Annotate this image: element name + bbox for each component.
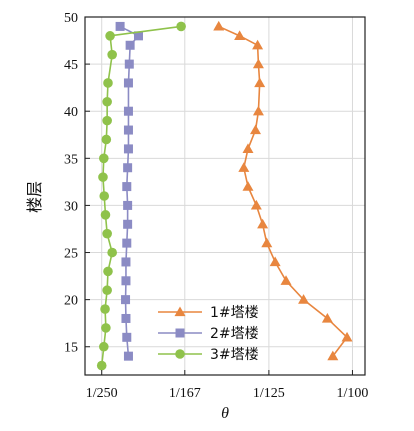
series-1 xyxy=(213,20,353,361)
data-point-3 xyxy=(99,191,110,201)
series-2 xyxy=(115,21,143,361)
data-point-1 xyxy=(261,237,273,248)
data-point-1 xyxy=(213,20,225,31)
data-point-2 xyxy=(121,313,131,323)
data-point-3 xyxy=(102,228,112,239)
data-point-2 xyxy=(123,125,133,135)
data-point-3 xyxy=(102,96,112,107)
y-tick-label: 20 xyxy=(64,294,78,309)
legend-label: 3#塔楼 xyxy=(210,347,259,363)
data-point-1 xyxy=(269,256,281,267)
legend-label: 1#塔楼 xyxy=(210,305,259,321)
data-point-2 xyxy=(122,182,132,192)
data-point-2 xyxy=(115,21,125,31)
data-point-1 xyxy=(250,199,262,210)
y-tick-label: 30 xyxy=(64,199,78,214)
data-point-3 xyxy=(100,210,111,220)
data-point-1 xyxy=(238,162,250,172)
legend: 1#塔楼 2#塔楼 3#塔楼 xyxy=(158,305,259,363)
data-point-1 xyxy=(327,350,339,361)
x-tick-label: 1/100 xyxy=(337,386,369,401)
data-point-3 xyxy=(101,323,111,333)
data-point-2 xyxy=(121,295,131,305)
data-point-2 xyxy=(123,106,133,116)
data-point-3 xyxy=(107,247,117,258)
data-point-3 xyxy=(99,341,109,352)
series-layer xyxy=(96,20,353,371)
legend-label: 2#塔楼 xyxy=(210,326,259,342)
y-tick-label: 15 xyxy=(64,341,78,356)
data-point-3 xyxy=(176,21,186,32)
data-point-1 xyxy=(242,143,254,154)
x-tick-label: 1/125 xyxy=(253,386,285,401)
x-tick-label: 1/250 xyxy=(86,386,118,401)
data-point-3 xyxy=(103,78,113,88)
data-point-3 xyxy=(100,304,110,314)
data-point-2 xyxy=(133,31,143,41)
data-point-2 xyxy=(122,332,132,342)
data-point-1 xyxy=(234,30,246,40)
axes-layer: 1/250 1/167 1/125 1/100 15 20 25 30 35 40 45 50 xyxy=(64,11,368,401)
data-point-1 xyxy=(257,218,269,229)
y-tick-label: 45 xyxy=(64,58,78,73)
data-point-3 xyxy=(102,285,112,296)
legend-marker xyxy=(174,306,186,317)
legend-entry-2: 2#塔楼 xyxy=(158,326,259,342)
data-point-3 xyxy=(107,49,117,60)
data-point-2 xyxy=(123,219,133,229)
series-line-2 xyxy=(119,25,140,357)
y-axis-title: 楼层 xyxy=(26,181,44,213)
data-point-3 xyxy=(98,172,108,182)
data-point-2 xyxy=(123,78,133,88)
data-point-2 xyxy=(122,238,132,248)
series-line-3 xyxy=(100,25,182,366)
y-tick-label: 40 xyxy=(64,105,78,120)
data-point-2 xyxy=(121,257,131,267)
x-tick-label: 1/167 xyxy=(169,386,201,401)
data-point-3 xyxy=(105,31,115,41)
data-point-2 xyxy=(123,351,133,361)
data-point-1 xyxy=(252,58,264,69)
y-tick-label: 25 xyxy=(64,247,78,262)
legend-entry-3: 3#塔楼 xyxy=(158,347,259,363)
data-point-1 xyxy=(341,331,353,342)
data-point-3 xyxy=(96,360,107,371)
data-point-1 xyxy=(250,124,262,135)
data-point-2 xyxy=(121,276,131,286)
data-point-3 xyxy=(102,115,112,126)
legend-marker xyxy=(175,328,185,338)
data-point-2 xyxy=(123,144,133,154)
legend-marker xyxy=(175,349,185,359)
y-tick-label: 50 xyxy=(64,11,78,26)
data-point-1 xyxy=(298,294,310,304)
data-point-1 xyxy=(252,39,264,50)
data-point-1 xyxy=(280,275,292,285)
legend-entry-1: 1#塔楼 xyxy=(158,305,259,321)
plot-frame xyxy=(84,16,366,376)
y-tick-label: 35 xyxy=(64,152,78,167)
data-point-2 xyxy=(123,163,133,173)
data-point-1 xyxy=(254,77,266,88)
data-point-3 xyxy=(101,134,112,145)
data-point-2 xyxy=(123,200,133,210)
data-point-3 xyxy=(103,266,113,277)
data-point-1 xyxy=(252,105,264,116)
data-point-2 xyxy=(124,59,134,69)
data-point-3 xyxy=(99,153,109,164)
data-point-1 xyxy=(321,312,333,323)
data-point-2 xyxy=(125,40,135,50)
series-3 xyxy=(96,21,186,371)
data-point-1 xyxy=(242,181,254,191)
x-axis-title: θ xyxy=(221,405,229,422)
